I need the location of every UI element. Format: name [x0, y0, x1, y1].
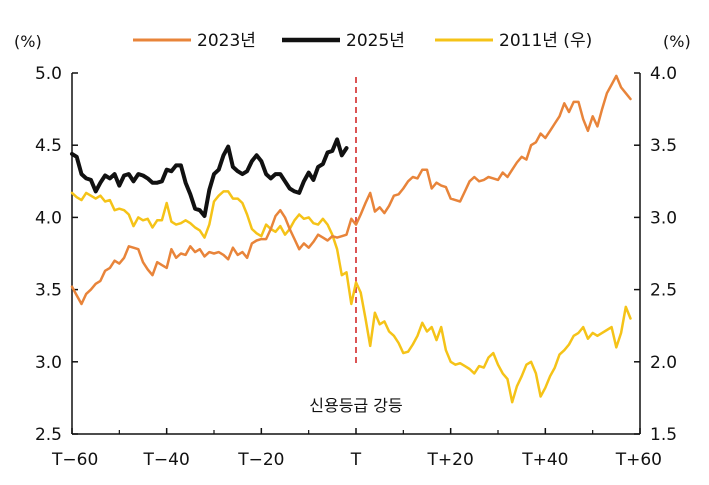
- axes: 2.5 3.0 3.5 4.0 4.5 5.0 1.5 2.0 2.5 3.0 3.5 4.0 T−60…: [35, 64, 677, 470]
- left-y-tick-label: 4.5: [35, 136, 62, 156]
- series-layer: [70, 74, 632, 404]
- downgrade-annotation-label: 신용등급 강등: [309, 396, 402, 415]
- annotation: 신용등급 강등: [309, 77, 403, 415]
- right-y-tick-label: 2.5: [650, 281, 677, 301]
- series-line-0: [70, 74, 632, 306]
- series-line-1: [70, 137, 349, 218]
- legend-label-1: 2025년: [346, 31, 405, 51]
- x-tick-label: T−60: [51, 450, 98, 470]
- x-tick-label: T+60: [615, 450, 662, 470]
- legend-label-2: 2011년 (우): [499, 31, 592, 51]
- x-tick-label: T: [350, 450, 362, 470]
- right-y-tick-label: 3.5: [650, 136, 677, 156]
- x-tick-label: T+20: [427, 450, 474, 470]
- right-y-tick-label: 1.5: [650, 425, 677, 445]
- right-y-tick-label: 2.0: [650, 353, 677, 373]
- left-y-tick-label: 3.5: [35, 281, 62, 301]
- right-y-tick-label: 4.0: [650, 64, 677, 84]
- legend-label-0: 2023년: [197, 31, 256, 51]
- x-tick-label: T−40: [143, 450, 190, 470]
- right-axis-unit: (%): [663, 32, 691, 51]
- left-y-tick-label: 2.5: [35, 425, 62, 445]
- right-y-tick-label: 3.0: [650, 208, 677, 228]
- left-y-tick-label: 3.0: [35, 353, 62, 373]
- series-line-2: [70, 190, 632, 404]
- left-axis-unit: (%): [14, 32, 42, 51]
- left-y-tick-label: 4.0: [35, 208, 62, 228]
- left-y-tick-label: 5.0: [35, 64, 62, 84]
- legend: 2023년 2025년 2011년 (우): [133, 31, 592, 51]
- x-tick-label: T−20: [237, 450, 284, 470]
- x-tick-label: T+40: [521, 450, 568, 470]
